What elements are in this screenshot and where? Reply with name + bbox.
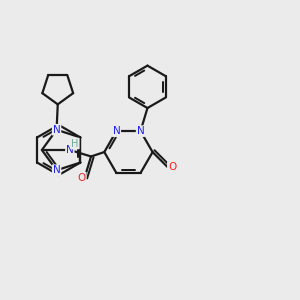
- Text: N: N: [53, 165, 61, 175]
- Text: O: O: [77, 173, 86, 183]
- Text: N: N: [53, 125, 61, 135]
- Text: H: H: [71, 139, 79, 148]
- Text: N: N: [66, 145, 74, 155]
- Text: O: O: [168, 162, 176, 172]
- Text: N: N: [112, 126, 120, 136]
- Text: N: N: [136, 126, 144, 136]
